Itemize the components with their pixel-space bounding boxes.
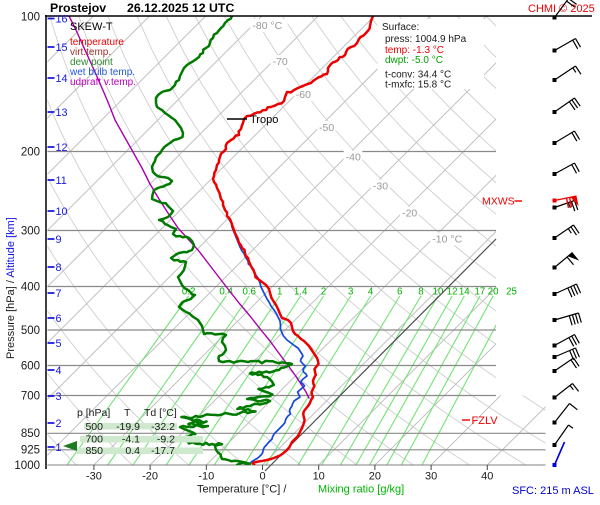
svg-text:-32.2: -32.2 [151, 421, 175, 433]
svg-text:26.12.2025 12 UTC: 26.12.2025 12 UTC [127, 1, 234, 15]
svg-text:600: 600 [21, 360, 40, 372]
svg-text:30: 30 [425, 471, 437, 483]
svg-text:5: 5 [56, 338, 62, 350]
svg-text:10: 10 [433, 287, 444, 298]
svg-text:Tropo: Tropo [250, 114, 278, 126]
svg-text:500: 500 [85, 421, 103, 433]
svg-text:T: T [124, 407, 131, 419]
svg-text:8: 8 [418, 287, 423, 298]
svg-text:1000: 1000 [14, 460, 40, 472]
svg-text:400: 400 [21, 281, 40, 293]
svg-text:-20: -20 [402, 208, 417, 220]
svg-text:17: 17 [475, 287, 486, 298]
svg-text:MXWS: MXWS [482, 196, 515, 208]
svg-text:15: 15 [56, 42, 68, 54]
svg-text:-17.7: -17.7 [151, 445, 175, 457]
svg-text:500: 500 [21, 325, 40, 337]
svg-text:25: 25 [506, 287, 517, 298]
svg-text:1.4: 1.4 [294, 287, 308, 298]
svg-text:Temperature [°C] /: Temperature [°C] / [197, 484, 287, 496]
svg-text:3: 3 [348, 287, 353, 298]
svg-text:-10 °C: -10 °C [432, 234, 462, 246]
svg-text:p [hPa]: p [hPa] [77, 407, 110, 419]
svg-text:925: 925 [21, 445, 40, 457]
svg-text:2: 2 [321, 287, 326, 298]
svg-text:20: 20 [369, 471, 381, 483]
svg-text:Surface:: Surface: [382, 22, 419, 33]
svg-text:3: 3 [56, 391, 62, 403]
svg-text:FZLV: FZLV [472, 415, 499, 427]
svg-text:dwpt: -5.0 °C: dwpt: -5.0 °C [385, 55, 443, 66]
svg-text:11: 11 [56, 175, 67, 187]
svg-text:-30: -30 [373, 181, 388, 193]
svg-text:13: 13 [56, 107, 68, 119]
svg-text:0.4: 0.4 [125, 445, 140, 457]
svg-text:Mixing ratio [g/kg]: Mixing ratio [g/kg] [318, 484, 404, 496]
svg-text:14: 14 [459, 287, 470, 298]
svg-text:Td [°C]: Td [°C] [144, 407, 177, 419]
svg-text:1: 1 [277, 287, 282, 298]
svg-text:SFC: 215 m ASL: SFC: 215 m ASL [512, 485, 594, 497]
svg-text:Pressure [hPa] / Altitude [k: Pressure [hPa] / Altitude [km] [5, 217, 17, 359]
svg-text:12: 12 [56, 142, 68, 154]
svg-text:6: 6 [56, 313, 62, 325]
svg-text:-10: -10 [198, 471, 214, 483]
svg-text:-20: -20 [142, 471, 158, 483]
svg-text:12: 12 [447, 287, 458, 298]
svg-text:9: 9 [56, 234, 62, 246]
svg-text:Prostejov: Prostejov [50, 1, 106, 15]
svg-text:14: 14 [56, 73, 68, 85]
svg-text:2: 2 [56, 418, 62, 430]
svg-text:100: 100 [21, 11, 40, 23]
svg-text:-9.2: -9.2 [157, 434, 175, 446]
svg-text:6: 6 [397, 287, 402, 298]
svg-text:-19.9: -19.9 [116, 421, 140, 433]
svg-text:16: 16 [56, 13, 68, 25]
svg-text:4: 4 [56, 365, 62, 377]
svg-text:-50: -50 [319, 122, 334, 134]
svg-text:0: 0 [259, 471, 265, 483]
svg-text:-80 °C: -80 °C [252, 20, 282, 32]
svg-text:t-mxfc: 15.8 °C: t-mxfc: 15.8 °C [385, 80, 451, 91]
svg-text:-70: -70 [273, 56, 288, 68]
svg-text:700: 700 [21, 390, 40, 402]
svg-text:10: 10 [56, 206, 68, 218]
svg-text:press: 1004.9 hPa: press: 1004.9 hPa [385, 34, 467, 45]
svg-text:10: 10 [313, 471, 325, 483]
svg-text:300: 300 [21, 225, 40, 237]
svg-text:-40: -40 [346, 152, 361, 164]
svg-text:20: 20 [488, 287, 499, 298]
svg-text:udpraft v.temp.: udpraft v.temp. [70, 77, 136, 88]
svg-text:-30: -30 [86, 471, 102, 483]
svg-text:-60: -60 [296, 89, 311, 101]
svg-text:850: 850 [21, 428, 40, 440]
svg-text:8: 8 [56, 262, 62, 274]
svg-text:4: 4 [368, 287, 374, 298]
svg-text:1: 1 [56, 442, 62, 454]
svg-text:0.4: 0.4 [219, 287, 233, 298]
svg-text:0.6: 0.6 [242, 287, 255, 298]
svg-text:200: 200 [21, 146, 40, 158]
svg-text:850: 850 [85, 445, 103, 457]
svg-text:700: 700 [85, 434, 103, 446]
svg-text:7: 7 [56, 288, 62, 300]
svg-text:SKEW-T: SKEW-T [70, 21, 113, 33]
svg-text:40: 40 [481, 471, 493, 483]
svg-text:-4.1: -4.1 [122, 434, 140, 446]
